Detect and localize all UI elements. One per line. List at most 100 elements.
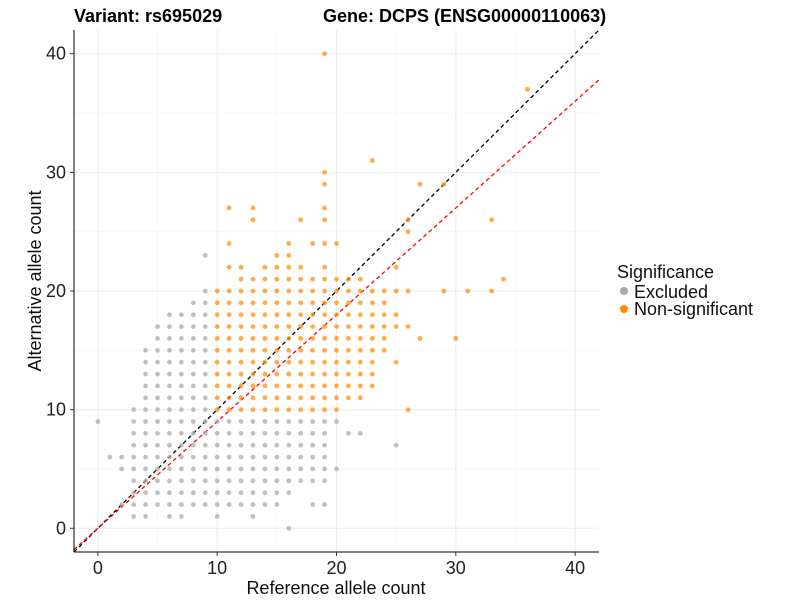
point-excluded <box>286 466 292 472</box>
point-excluded <box>190 430 196 436</box>
point-excluded <box>250 430 256 436</box>
point-excluded <box>262 490 268 496</box>
point-non-significant <box>226 300 232 306</box>
point-excluded <box>167 407 172 413</box>
point-non-significant <box>286 300 292 306</box>
point-non-significant <box>334 241 339 246</box>
point-excluded <box>190 347 196 353</box>
point-non-significant <box>322 276 327 282</box>
point-excluded <box>262 442 268 448</box>
point-excluded <box>322 478 327 484</box>
point-excluded <box>274 430 280 436</box>
point-excluded <box>262 478 268 484</box>
point-excluded <box>131 442 137 448</box>
point-non-significant <box>334 371 339 377</box>
point-non-significant <box>441 288 447 294</box>
point-non-significant <box>322 205 327 211</box>
point-excluded <box>286 454 292 460</box>
point-non-significant <box>346 383 351 389</box>
point-non-significant <box>310 276 316 282</box>
point-excluded <box>190 359 196 365</box>
point-excluded <box>178 359 184 365</box>
point-non-significant <box>405 407 411 413</box>
point-non-significant <box>214 336 220 341</box>
y-tick-label: 0 <box>56 518 66 538</box>
point-non-significant <box>322 359 327 365</box>
legend-swatch-excluded <box>620 287 628 295</box>
point-excluded <box>143 359 148 365</box>
point-excluded <box>178 395 184 401</box>
data-points <box>95 51 530 531</box>
point-non-significant <box>346 300 351 306</box>
point-excluded <box>178 502 184 507</box>
point-excluded <box>155 347 160 353</box>
point-non-significant <box>262 312 268 318</box>
point-non-significant <box>298 359 304 365</box>
point-non-significant <box>286 347 292 353</box>
point-non-significant <box>226 288 232 294</box>
point-excluded <box>202 407 208 413</box>
point-non-significant <box>381 312 387 318</box>
point-non-significant <box>226 407 232 413</box>
point-excluded <box>190 371 196 377</box>
point-non-significant <box>298 264 304 270</box>
point-excluded <box>322 419 327 424</box>
point-non-significant <box>274 336 280 341</box>
point-non-significant <box>286 395 292 401</box>
point-excluded <box>190 502 196 507</box>
point-excluded <box>202 324 208 329</box>
point-non-significant <box>274 347 280 353</box>
point-non-significant <box>250 336 256 341</box>
point-excluded <box>119 454 125 460</box>
x-tick-label: 0 <box>93 558 103 578</box>
point-excluded <box>202 502 208 507</box>
point-excluded <box>178 383 184 389</box>
point-excluded <box>202 395 208 401</box>
point-excluded <box>334 466 339 472</box>
point-non-significant <box>250 347 256 353</box>
point-excluded <box>214 466 220 472</box>
point-excluded <box>143 419 148 424</box>
point-excluded <box>131 478 137 484</box>
point-excluded <box>286 430 292 436</box>
point-excluded <box>262 466 268 472</box>
point-excluded <box>214 442 220 448</box>
point-excluded <box>155 466 160 472</box>
point-non-significant <box>262 371 268 377</box>
x-axis-ticks: 0 10 20 30 40 <box>93 552 585 578</box>
point-non-significant <box>322 217 327 223</box>
point-non-significant <box>405 229 411 235</box>
point-non-significant <box>334 383 339 389</box>
point-excluded <box>250 478 256 484</box>
point-non-significant <box>298 276 304 282</box>
point-non-significant <box>274 264 280 270</box>
point-non-significant <box>310 347 316 353</box>
point-non-significant <box>334 288 339 294</box>
point-non-significant <box>369 158 375 163</box>
point-non-significant <box>238 347 244 353</box>
point-excluded <box>178 336 184 341</box>
point-excluded <box>226 490 232 496</box>
point-excluded <box>250 419 256 424</box>
point-non-significant <box>525 86 530 92</box>
point-excluded <box>310 430 316 436</box>
point-excluded <box>214 478 220 484</box>
point-excluded <box>190 442 196 448</box>
point-excluded <box>262 419 268 424</box>
point-non-significant <box>214 300 220 306</box>
point-excluded <box>262 502 268 507</box>
point-excluded <box>155 336 160 341</box>
point-excluded <box>202 253 208 258</box>
point-non-significant <box>298 324 304 329</box>
point-excluded <box>202 478 208 484</box>
point-excluded <box>238 502 244 507</box>
point-non-significant <box>393 264 399 270</box>
point-excluded <box>226 502 232 507</box>
y-tick-label: 10 <box>46 400 66 420</box>
x-tick-label: 40 <box>565 558 585 578</box>
point-excluded <box>298 442 304 448</box>
point-non-significant <box>250 312 256 318</box>
point-non-significant <box>298 407 304 413</box>
chart-title-variant: Variant: rs695029 <box>74 6 222 26</box>
point-non-significant <box>298 300 304 306</box>
